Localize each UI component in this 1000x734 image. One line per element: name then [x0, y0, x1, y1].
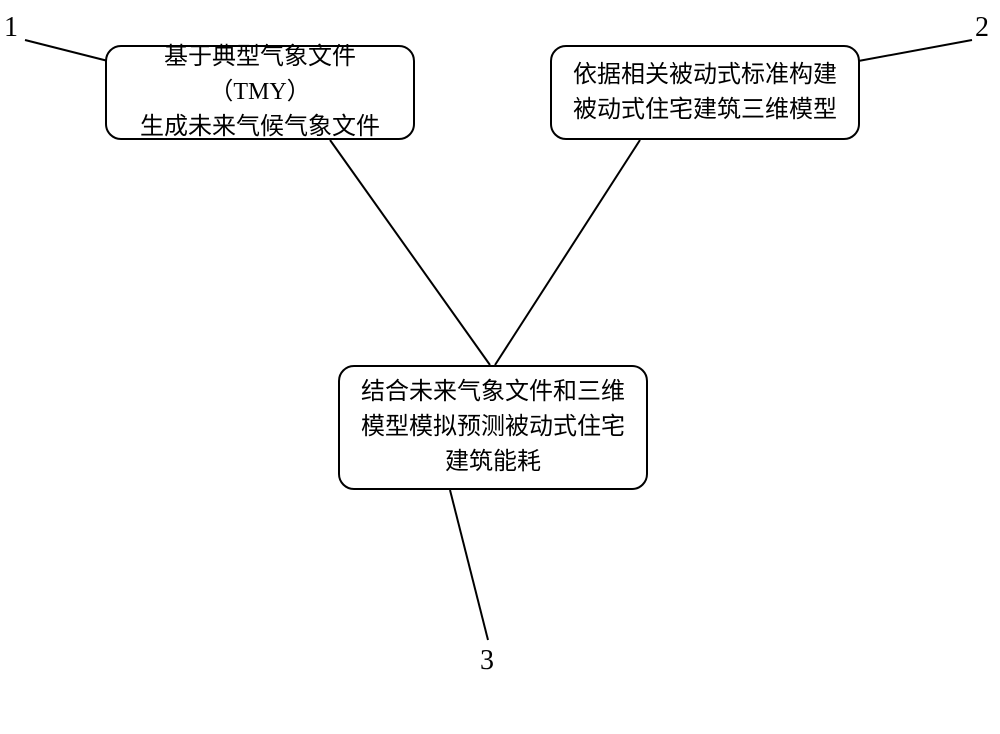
pointer-2 — [853, 40, 972, 62]
node-tmy-weather-text: 基于典型气象文件（TMY） 生成未来气候气象文件 — [125, 40, 395, 144]
node-passive-model-text: 依据相关被动式标准构建 被动式住宅建筑三维模型 — [573, 58, 837, 128]
node-tmy-weather: 基于典型气象文件（TMY） 生成未来气候气象文件 — [105, 45, 415, 140]
label-2: 2 — [975, 12, 989, 44]
node-energy-prediction: 结合未来气象文件和三维 模型模拟预测被动式住宅 建筑能耗 — [338, 365, 648, 490]
pointer-1 — [25, 40, 112, 62]
pointer-3 — [450, 490, 488, 640]
node-passive-model: 依据相关被动式标准构建 被动式住宅建筑三维模型 — [550, 45, 860, 140]
node-energy-prediction-text: 结合未来气象文件和三维 模型模拟预测被动式住宅 建筑能耗 — [361, 375, 625, 479]
edge-n2-n3 — [495, 140, 640, 365]
edge-n1-n3 — [330, 140, 490, 365]
label-3: 3 — [480, 645, 494, 677]
label-1: 1 — [4, 12, 18, 44]
